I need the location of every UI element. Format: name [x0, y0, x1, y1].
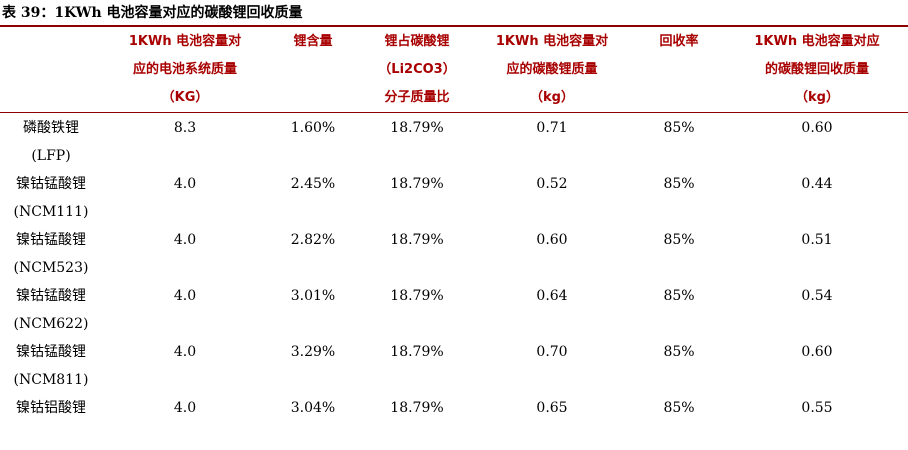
battery-type-line: (NCM811): [13, 372, 89, 388]
header-line: （Li2CO3）: [378, 62, 456, 77]
header-line: 应的碳酸锂质量: [506, 62, 598, 77]
cell-ratio: 18.79%: [390, 344, 444, 360]
cell-recovered: 0.51: [801, 232, 833, 248]
cell-lithium: 3.01%: [290, 288, 336, 304]
cell-ratio: 18.79%: [390, 176, 444, 192]
header-line: 1KWh 电池容量对: [495, 34, 609, 49]
cell-recovery: 85%: [663, 120, 695, 136]
header-line: 1KWh 电池容量对: [128, 34, 242, 49]
cell-recovery: 85%: [663, 344, 695, 360]
cell-mass: 8.3: [173, 120, 197, 136]
cell-recovered: 0.60: [801, 120, 833, 136]
header-line: 的碳酸锂回收质量: [764, 62, 869, 77]
cell-li2co3: 0.52: [536, 176, 568, 192]
battery-type: 镍钴锰酸锂 (NCM523): [0, 226, 102, 282]
cell-mass: 4.0: [173, 400, 197, 416]
cell-lithium: 1.60%: [290, 120, 336, 136]
battery-type-line: (NCM622): [13, 316, 89, 332]
battery-type-line: 镍钴锰酸锂: [16, 344, 86, 360]
cell-recovery: 85%: [663, 400, 695, 416]
cell-lithium: 2.45%: [290, 176, 336, 192]
cell-li2co3: 0.65: [536, 400, 568, 416]
header-li2co3-mass: 1KWh 电池容量对 应的碳酸锂质量 （kg）: [480, 28, 624, 112]
cell-recovered: 0.55: [801, 400, 833, 416]
battery-type-line: (NCM111): [13, 204, 89, 220]
cell-mass: 4.0: [173, 344, 197, 360]
header-line: 1KWh 电池容量对应: [754, 34, 880, 49]
cell-lithium: 2.82%: [290, 232, 336, 248]
battery-type-line: 镍钴锰酸锂: [16, 232, 86, 248]
header-line: 应的电池系统质量: [132, 62, 237, 77]
header-line: 分子质量比: [384, 90, 450, 105]
cell-ratio: 18.79%: [390, 232, 444, 248]
table-row: 镍钴锰酸锂 (NCM523) 4.0 2.82% 18.79% 0.60 85%…: [0, 226, 908, 282]
cell-recovered: 0.60: [801, 344, 833, 360]
header-battery-mass: 1KWh 电池容量对 应的电池系统质量 （KG）: [112, 28, 258, 112]
cell-mass: 4.0: [173, 176, 197, 192]
top-rule: [0, 25, 908, 27]
battery-type-line: 镍钴锰酸锂: [16, 288, 86, 304]
header-line: （kg）: [795, 90, 839, 105]
header-li-ratio: 锂占碳酸锂 （Li2CO3） 分子质量比: [362, 28, 472, 112]
battery-type: 镍钴锰酸锂 (NCM111): [0, 170, 102, 226]
table-header: 1KWh 电池容量对 应的电池系统质量 （KG） 锂含量 锂占碳酸锂 （Li2C…: [0, 28, 908, 112]
table-row: 镍钴铝酸锂 4.0 3.04% 18.79% 0.65 85% 0.55: [0, 394, 908, 450]
header-rule: [0, 112, 908, 113]
cell-mass: 4.0: [173, 232, 197, 248]
cell-lithium: 3.29%: [290, 344, 336, 360]
header-line: （KG）: [161, 90, 209, 105]
battery-type-line: (NCM523): [13, 260, 89, 276]
cell-li2co3: 0.60: [536, 232, 568, 248]
cell-ratio: 18.79%: [390, 120, 444, 136]
table-title: 表 39：1KWh 电池容量对应的碳酸锂回收质量: [2, 5, 303, 21]
cell-ratio: 18.79%: [390, 288, 444, 304]
battery-type: 镍钴锰酸锂 (NCM622): [0, 282, 102, 338]
battery-type-line: 镍钴锰酸锂: [16, 176, 86, 192]
cell-lithium: 3.04%: [290, 400, 336, 416]
battery-type-line: 镍钴铝酸锂: [16, 400, 86, 416]
cell-recovered: 0.44: [801, 176, 833, 192]
table-row: 镍钴锰酸锂 (NCM622) 4.0 3.01% 18.79% 0.64 85%…: [0, 282, 908, 338]
cell-li2co3: 0.71: [536, 120, 568, 136]
header-line: 锂占碳酸锂: [384, 34, 450, 49]
battery-type: 镍钴铝酸锂: [0, 394, 102, 422]
cell-li2co3: 0.64: [536, 288, 568, 304]
battery-type: 镍钴锰酸锂 (NCM811): [0, 338, 102, 394]
table-row: 磷酸铁锂 (LFP) 8.3 1.60% 18.79% 0.71 85% 0.6…: [0, 114, 908, 170]
battery-type: 磷酸铁锂 (LFP): [0, 114, 102, 170]
cell-recovery: 85%: [663, 232, 695, 248]
cell-recovered: 0.54: [801, 288, 833, 304]
table-row: 镍钴锰酸锂 (NCM111) 4.0 2.45% 18.79% 0.52 85%…: [0, 170, 908, 226]
cell-recovery: 85%: [663, 288, 695, 304]
cell-li2co3: 0.70: [536, 344, 568, 360]
cell-ratio: 18.79%: [390, 400, 444, 416]
header-line: （kg）: [530, 90, 574, 105]
cell-recovery: 85%: [663, 176, 695, 192]
header-lithium-content: 锂含量: [270, 28, 356, 56]
header-recovered-mass: 1KWh 电池容量对应 的碳酸锂回收质量 （kg）: [732, 28, 902, 112]
cell-mass: 4.0: [173, 288, 197, 304]
battery-type-line: (LFP): [31, 148, 71, 164]
table-row: 镍钴锰酸锂 (NCM811) 4.0 3.29% 18.79% 0.70 85%…: [0, 338, 908, 394]
header-line: 锂含量: [293, 34, 333, 49]
header-line: 回收率: [659, 34, 699, 49]
header-recovery-rate: 回收率: [630, 28, 728, 56]
battery-type-line: 磷酸铁锂: [23, 120, 79, 136]
